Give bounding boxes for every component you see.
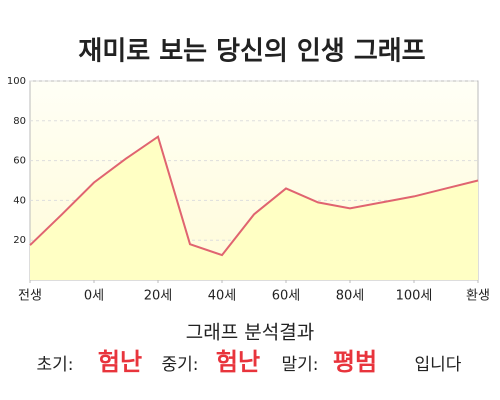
x-tick-label: 환생 <box>466 289 490 304</box>
x-tick-label: 80세 <box>336 289 365 304</box>
x-tick-label: 전생 <box>18 289 42 304</box>
line <box>29 135 479 257</box>
result-label: 초기: <box>36 355 73 375</box>
area-fill <box>30 136 478 280</box>
y-tick-label: 20 <box>13 235 26 246</box>
result-value: 평범 <box>333 348 377 376</box>
x-tick-label: 60세 <box>272 289 301 304</box>
result-closing: 입니다 <box>415 355 462 375</box>
y-tick-label: 40 <box>13 195 26 206</box>
footer-heading: 그래프 분석결과 <box>186 322 314 344</box>
result-label: 중기: <box>161 355 198 375</box>
x-tick-label: 0세 <box>84 289 104 304</box>
chart-title: 재미로 보는 당신의 인생 그래프 <box>78 37 425 67</box>
x-tick-label: 40세 <box>208 289 237 304</box>
y-tick-label: 80 <box>13 116 26 127</box>
x-tick-label: 20세 <box>144 289 173 304</box>
y-tick-label: 100 <box>7 76 26 87</box>
result-label: 말기: <box>281 355 318 375</box>
result-value: 험난 <box>98 348 142 376</box>
y-tick-label: 60 <box>13 156 26 167</box>
x-tick-label: 100세 <box>396 289 433 304</box>
result-value: 험난 <box>216 348 260 376</box>
